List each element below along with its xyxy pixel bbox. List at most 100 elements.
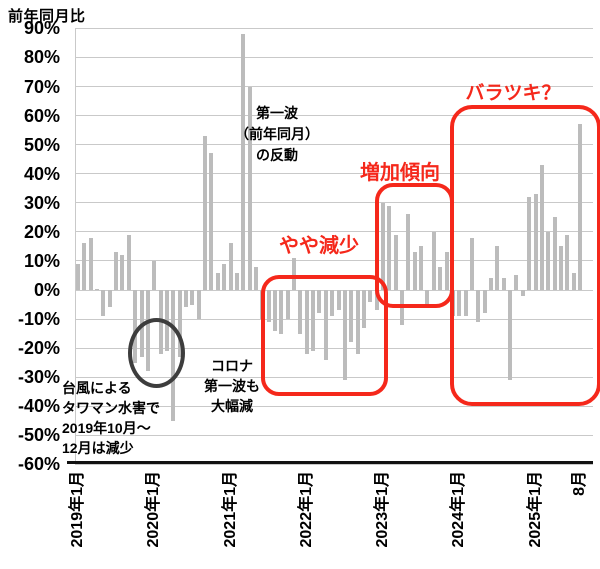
bar-month-24: [228, 243, 233, 290]
increase-trend-box: [375, 183, 454, 308]
bar-month-46: [368, 290, 373, 302]
bar-month-6: [114, 252, 119, 290]
increase-trend-label: 増加傾向: [360, 162, 440, 184]
bar-month-41: [336, 290, 341, 311]
gridline--50: [75, 434, 593, 436]
bar-month-50: [393, 234, 398, 290]
bar-month-35: [298, 290, 303, 334]
bar-month-7: [120, 255, 125, 290]
bar-month-23: [222, 263, 227, 290]
x-tick-label-2019年1月: 2019年1月: [69, 471, 86, 548]
bar-month-22: [215, 272, 220, 290]
y-tick-label--20: -20%: [17, 338, 60, 359]
bar-month-0: [76, 263, 80, 290]
bar-month-79: [577, 124, 582, 290]
gridline--20: [75, 347, 593, 349]
typhoon-ellipse-annotation: [128, 318, 185, 388]
bar-month-16: [177, 290, 182, 357]
gridline-20: [75, 231, 593, 233]
variability-label: バラツキ？: [465, 83, 561, 104]
bar-month-19: [196, 290, 201, 320]
y-tick-label-30: 30%: [23, 192, 60, 213]
bar-month-54: [419, 246, 424, 290]
y-tick-label--10: -10%: [17, 309, 60, 330]
x-tick-label-2021年1月: 2021年1月: [221, 471, 239, 548]
variability-box: [450, 105, 600, 406]
y-tick-label--40: -40%: [17, 396, 60, 417]
bar-month-56: [431, 231, 436, 290]
bar-month-72: [533, 194, 538, 290]
bar-month-38: [317, 290, 322, 314]
gridline-60: [75, 115, 593, 117]
bar-month-26: [241, 34, 246, 290]
bar-month-2: [88, 237, 93, 290]
x-tick-label-8月: 8月: [570, 471, 588, 496]
bar-month-77: [565, 234, 570, 290]
chart-title: 前年同月比: [8, 8, 86, 25]
bar-month-33: [285, 290, 290, 320]
bar-month-43: [349, 290, 354, 343]
x-tick-label-2024年1月: 2024年1月: [450, 471, 468, 548]
bar-month-76: [558, 246, 563, 290]
bar-month-18: [190, 290, 195, 305]
bar-month-30: [266, 290, 271, 322]
y-tick-label-70: 70%: [23, 76, 60, 97]
y-tick-label--50: -50%: [17, 425, 60, 446]
bar-month-48: [381, 202, 385, 290]
y-tick-label-50: 50%: [23, 134, 60, 155]
gridline-10: [75, 260, 593, 262]
bar-month-49: [387, 205, 392, 290]
x-tick-label-2020年1月: 2020年1月: [145, 471, 163, 548]
bar-month-62: [469, 237, 474, 290]
bar-month-12: [152, 260, 157, 290]
y-tick-label-10: 10%: [23, 250, 60, 271]
bar-month-28: [253, 266, 258, 290]
bar-month-52: [406, 214, 411, 290]
x-tick-label-2025年1月: 2025年1月: [526, 471, 544, 548]
bar-month-40: [330, 290, 335, 317]
bar-month-44: [355, 290, 360, 354]
y-tick-label-90: 90%: [23, 18, 60, 39]
y-tick-label-80: 80%: [23, 47, 60, 68]
slight-decrease-box: [261, 275, 388, 396]
y-tick-label-0: 0%: [33, 280, 60, 300]
x-tick-label-2023年1月: 2023年1月: [374, 471, 391, 548]
bar-month-74: [546, 231, 551, 290]
bar-month-55: [425, 290, 430, 305]
bar-month-68: [508, 290, 513, 381]
bar-month-32: [279, 290, 284, 334]
bar-month-53: [412, 252, 417, 290]
y-tick-label--30: -30%: [17, 367, 60, 388]
bar-month-64: [482, 290, 487, 314]
bar-month-75: [552, 217, 557, 290]
bar-month-69: [514, 275, 519, 290]
gridline-50: [75, 144, 593, 146]
covid-first-wave-note: コロナ 第一波も 大幅減: [204, 358, 260, 414]
gridline-70: [75, 86, 593, 88]
y-tick-label-20: 20%: [23, 221, 60, 242]
bar-month-21: [209, 153, 214, 290]
bar-month-25: [234, 272, 239, 290]
bar-month-71: [527, 196, 532, 290]
bar-month-39: [323, 290, 328, 360]
bar-month-58: [444, 252, 449, 290]
bar-month-27: [247, 86, 252, 290]
bar-month-57: [438, 266, 443, 290]
bar-month-1: [82, 243, 87, 290]
bar-month-9: [133, 290, 138, 363]
bar-month-42: [342, 290, 347, 381]
x-tick-label-2022年1月: 2022年1月: [297, 471, 315, 548]
first-wave-rebound-note: 第一波 （前年同月） の反動: [235, 105, 319, 163]
gridline-30: [75, 202, 593, 204]
gridline-80: [75, 56, 593, 58]
x-axis-line: [67, 461, 593, 464]
y-tick-label-60: 60%: [23, 105, 60, 126]
gridline-90: [75, 27, 593, 29]
gridline-40: [75, 173, 593, 175]
bar-month-17: [184, 290, 189, 308]
bar-month-5: [107, 290, 112, 308]
bar-month-34: [292, 258, 297, 290]
bar-month-70: [520, 290, 525, 296]
bar-month-37: [311, 290, 316, 352]
